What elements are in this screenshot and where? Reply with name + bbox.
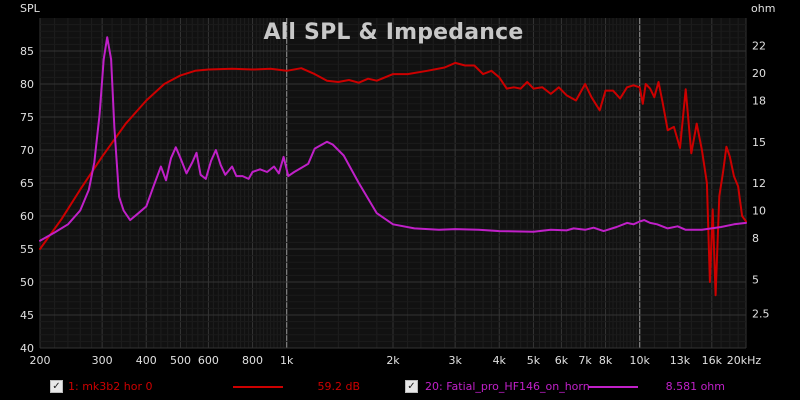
y-right-unit: ohm: [751, 2, 776, 15]
x-tick-label: 400: [136, 354, 157, 367]
x-tick-label: 7k: [578, 354, 592, 367]
x-tick-label: 13k: [670, 354, 691, 367]
y-right-tick-label: 5: [752, 273, 759, 286]
y-right-tick-label: 8: [752, 232, 759, 245]
x-tick-label: 4k: [493, 354, 507, 367]
y-right-tick-label: 2.5: [752, 308, 770, 321]
y-left-tick-label: 80: [20, 78, 34, 91]
x-tick-label: 1k: [280, 354, 294, 367]
x-tick-label: 5k: [527, 354, 541, 367]
y-left-tick-label: 65: [20, 177, 34, 190]
y-right-tick-label: 20: [752, 67, 766, 80]
y-right-tick-label: 10: [752, 205, 766, 218]
series-1-checkbox[interactable]: ✓: [50, 380, 63, 393]
x-tick-label: 500: [170, 354, 191, 367]
x-tick-label: 16k: [702, 354, 723, 367]
series-spl-line: [39, 61, 747, 297]
legend: ✓ 1: mk3b2 hor 0 59.2 dB ✓ 20: Fatial_pr…: [0, 380, 800, 396]
x-tick-label: 10k: [630, 354, 651, 367]
x-tick-label: 800: [242, 354, 263, 367]
y-right-tick-label: 22: [752, 40, 766, 53]
y-left-tick-label: 70: [20, 144, 34, 157]
series-group: [39, 36, 747, 297]
legend-series-1-swatch: [233, 386, 283, 388]
grid: [39, 18, 747, 349]
legend-series-1-value: 59.2 dB: [317, 380, 360, 393]
y-left-unit: SPL: [20, 2, 40, 15]
y-left-tick-label: 60: [20, 210, 34, 223]
y-left-tick-label: 55: [20, 243, 34, 256]
chart-title: All SPL & Impedance: [263, 20, 524, 45]
y-left-tick-label: 85: [20, 45, 34, 58]
x-tick-label: 8k: [599, 354, 613, 367]
y-left-tick-label: 50: [20, 276, 34, 289]
tick-labels: 200 300 400 500 600 800 1k 2k 3k 4k 5k 6k 7k 8k 10k 13k…: [20, 40, 770, 368]
y-left-tick-label: 45: [20, 309, 34, 322]
y-left-tick-label: 75: [20, 111, 34, 124]
y-right-tick-label: 12: [752, 177, 766, 190]
x-tick-label: 3k: [448, 354, 462, 367]
legend-series-2-value: 8.581 ohm: [665, 380, 725, 393]
y-right-tick-label: 18: [752, 95, 766, 108]
x-tick-label: 20kHz: [727, 354, 762, 367]
legend-series-2-label: 20: Fatial_pro_HF146_on_horn: [425, 380, 590, 393]
series-2-checkbox[interactable]: ✓: [405, 380, 418, 393]
x-tick-label: 6k: [555, 354, 569, 367]
series-impedance-line: [39, 36, 747, 242]
x-tick-label: 200: [30, 354, 51, 367]
legend-series-1-label: 1: mk3b2 hor 0: [68, 380, 153, 393]
y-right-tick-label: 15: [752, 136, 766, 149]
x-tick-label: 300: [92, 354, 113, 367]
x-tick-label: 600: [198, 354, 219, 367]
y-left-tick-label: 40: [20, 342, 34, 355]
x-tick-label: 2k: [386, 354, 400, 367]
legend-series-2-swatch: [588, 386, 638, 388]
